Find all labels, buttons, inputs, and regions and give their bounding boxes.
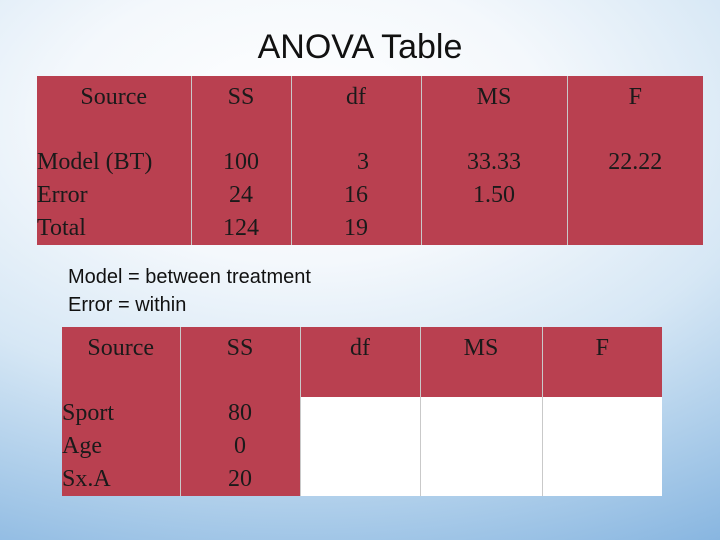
header-ss: SS (226, 335, 254, 361)
table-header-row: Source SS df MS F (37, 76, 703, 146)
source-cell: Sx.A (62, 466, 111, 492)
table-body-row: Model (BT) Error Total 100 24 124 3 16 1… (37, 146, 703, 245)
header-ms: MS (476, 84, 512, 110)
header-source: Source (87, 335, 155, 361)
ss-cell: 80 (228, 400, 252, 426)
ms-cell: 33.33 (467, 149, 521, 175)
header-df: df (346, 84, 366, 110)
table-header-row: Source SS df MS F (62, 327, 662, 397)
source-cell: Error (37, 182, 88, 208)
header-f: F (628, 84, 642, 110)
table-body-row: Sport Age Sx.A 80 0 20 (62, 397, 662, 496)
source-cell: Age (62, 433, 102, 459)
header-ms: MS (463, 335, 499, 361)
header-f: F (595, 335, 609, 361)
ss-cell: 100 (223, 149, 259, 175)
f-blank-cell (542, 397, 662, 496)
df-cell: 3 (357, 149, 369, 175)
ms-cell: 1.50 (473, 182, 515, 208)
df-blank-cell (300, 397, 421, 496)
anova-table: Source SS df MS F Model (BT) Error Total… (37, 76, 703, 245)
f-cell: 22.22 (608, 149, 663, 175)
source-cell: Sport (62, 400, 115, 426)
note-line: Error = within (68, 294, 187, 316)
header-source: Source (80, 84, 148, 110)
note-line: Model = between treatment (68, 266, 311, 288)
df-cell: 19 (344, 215, 368, 241)
source-cell: Model (BT) (37, 149, 153, 175)
ss-cell: 0 (234, 433, 246, 459)
header-df: df (350, 335, 370, 361)
df-cell: 16 (344, 182, 368, 208)
notes: Model = between treatment Error = within (68, 263, 311, 319)
header-ss: SS (227, 84, 255, 110)
ss-cell: 124 (223, 215, 259, 241)
ms-blank-cell (420, 397, 543, 496)
anova-table-two-way: Source SS df MS F Sport Age Sx.A 80 0 20 (62, 327, 662, 496)
source-cell: Total (37, 215, 86, 241)
ss-cell: 24 (229, 182, 253, 208)
ss-cell: 20 (228, 466, 252, 492)
slide-title: ANOVA Table (257, 28, 463, 66)
